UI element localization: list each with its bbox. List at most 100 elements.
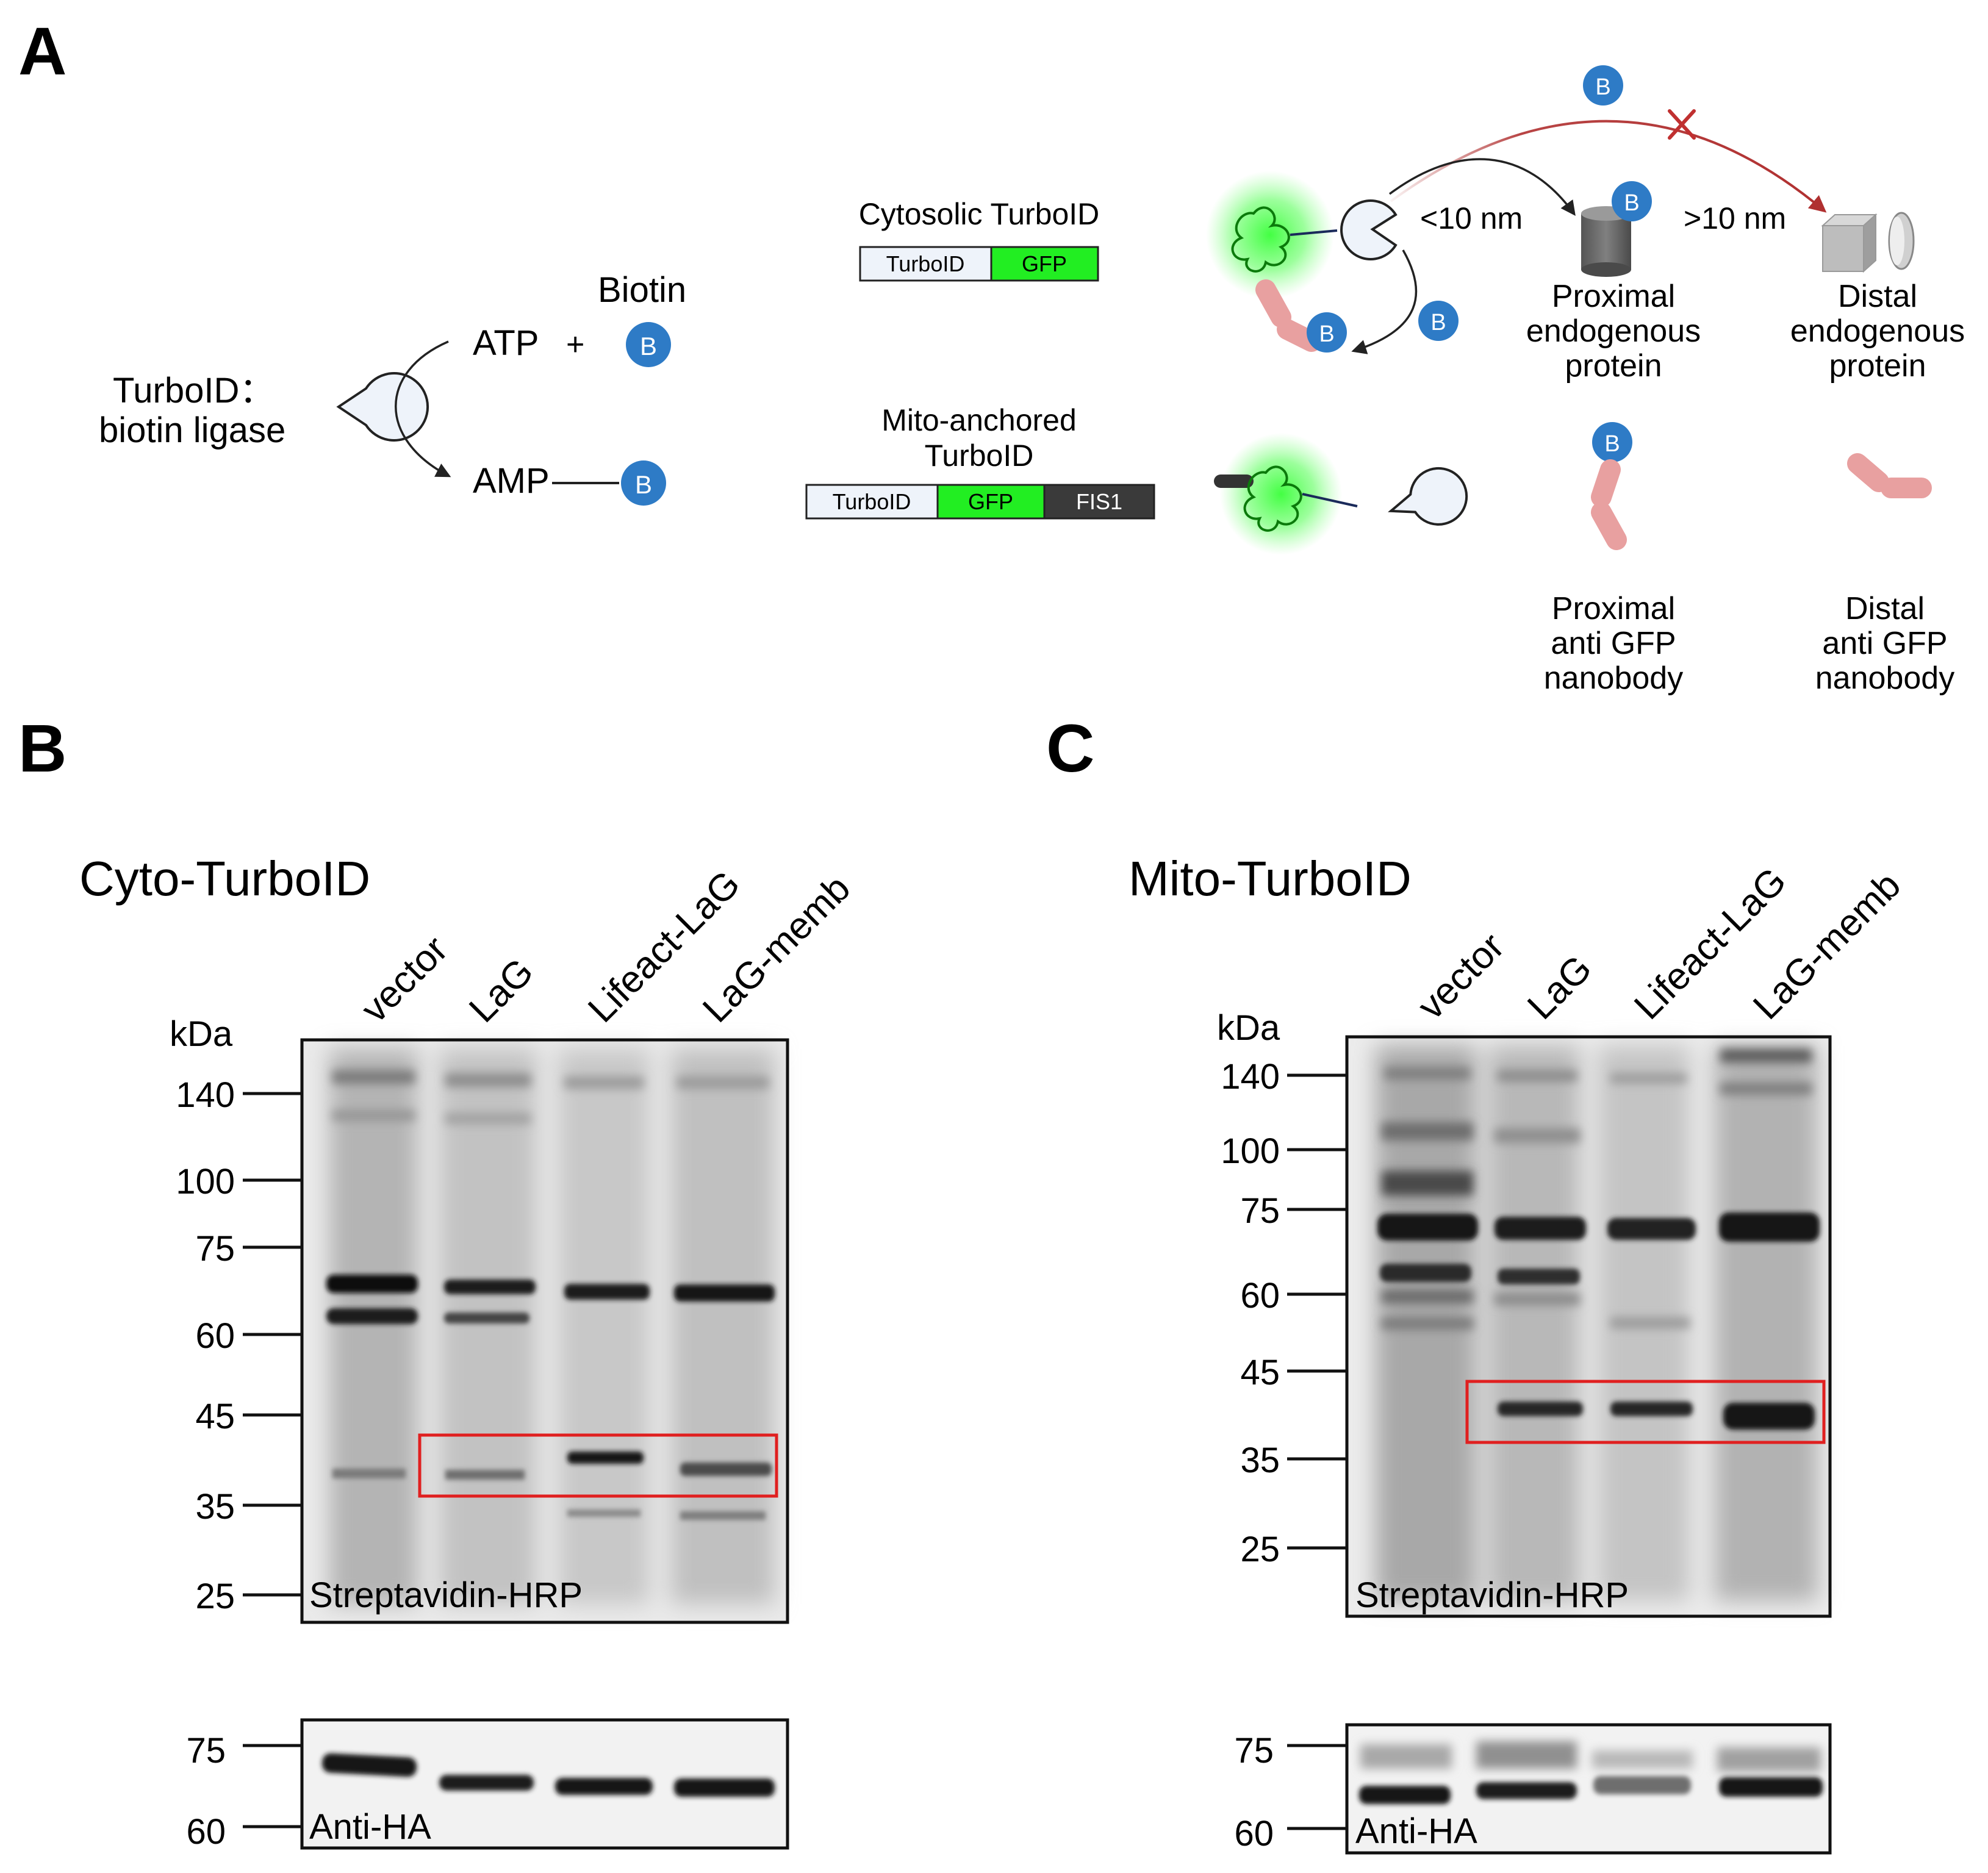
blot-band xyxy=(326,1275,418,1293)
blot-band xyxy=(1385,1067,1470,1080)
distal-protein-line1: Distal xyxy=(1838,279,1917,314)
blot-band xyxy=(1359,1786,1451,1804)
biotin-icon xyxy=(1612,181,1652,221)
lane-label-lag: LaG xyxy=(1520,947,1600,1028)
biotin-icon-letter: B xyxy=(640,332,657,360)
turboid-label-line2: biotin ligase xyxy=(99,410,285,450)
blot-band xyxy=(1476,1782,1577,1799)
highlight-box xyxy=(1465,1380,1826,1444)
marker-label: 35 xyxy=(1240,1441,1280,1480)
blot-band xyxy=(332,1070,415,1084)
panel-c-label: C xyxy=(1046,711,1094,786)
gfp-icon xyxy=(1243,465,1302,532)
blot-band xyxy=(445,1470,525,1480)
marker-label: 75 xyxy=(1240,1191,1280,1231)
construct-gfp-block xyxy=(990,246,1099,282)
lane-smear xyxy=(439,1049,537,1604)
blot-band xyxy=(326,1308,418,1324)
atp-label: ATP xyxy=(473,323,539,363)
blot-border xyxy=(1345,1723,1832,1855)
marker-label: 140 xyxy=(1221,1057,1280,1097)
blot-band xyxy=(445,1113,531,1124)
distal-protein-line2: endogenous xyxy=(1790,313,1965,349)
marker-label: 75 xyxy=(186,1731,226,1771)
blot-band xyxy=(1610,1317,1690,1328)
proximal-labeling-arrow xyxy=(1388,158,1576,216)
blot-band xyxy=(1717,1747,1821,1772)
blot-band xyxy=(680,1463,772,1476)
blot-band xyxy=(674,1284,775,1302)
lane-label-vector: vector xyxy=(1410,925,1512,1028)
blot-band xyxy=(564,1284,650,1300)
blot-band xyxy=(445,1073,531,1087)
marker-label: 60 xyxy=(1234,1814,1274,1853)
anti-ha-label: Anti-HA xyxy=(1355,1811,1477,1851)
blot-band xyxy=(1382,1171,1473,1195)
marker-label: 100 xyxy=(1221,1131,1280,1171)
lane-label-vector: vector xyxy=(353,928,456,1031)
distal-protein-line3: protein xyxy=(1829,348,1926,384)
blot-band xyxy=(1720,1049,1812,1062)
panel-b-title: Cyto-TurboID xyxy=(79,851,370,906)
blot-band xyxy=(1593,1776,1691,1794)
lane-smear xyxy=(558,1049,650,1604)
marker-label: 140 xyxy=(176,1075,235,1115)
linker xyxy=(1302,493,1358,507)
blot-band xyxy=(1382,1122,1473,1141)
marker-label: 35 xyxy=(195,1487,235,1527)
blot-band xyxy=(1495,1293,1580,1305)
blot-band xyxy=(1610,1073,1687,1083)
distal-nanobody-line1: Distal xyxy=(1845,591,1925,626)
biotin-icon xyxy=(621,460,666,506)
plus-sign: + xyxy=(566,327,584,362)
distal-nanobody-icon xyxy=(1847,453,1932,498)
blot-band xyxy=(1498,1402,1583,1416)
biotin-icon-letter: B xyxy=(1319,321,1334,347)
blot-band xyxy=(567,1452,644,1464)
anti-ha-label: Anti-HA xyxy=(309,1807,431,1847)
ligase-legend: TurboID： biotin ligase xyxy=(99,371,429,450)
linker xyxy=(1290,229,1338,236)
blot-band xyxy=(674,1778,775,1797)
streptavidin-blot: Streptavidin-HRP xyxy=(1345,1035,1832,1618)
blot-band xyxy=(1495,1128,1580,1143)
streptavidin-blot: Streptavidin-HRP xyxy=(300,1038,789,1624)
lane-smear xyxy=(671,1049,775,1604)
marker-label: 60 xyxy=(1240,1276,1280,1316)
biotin-icon xyxy=(1418,301,1459,341)
molecular-weight-markers: 140 100 75 60 45 35 25 xyxy=(1221,1057,1347,1569)
mito-construct: Mito-anchored TurboID TurboID GFP FIS1 xyxy=(805,403,1155,520)
blot-band xyxy=(1720,1083,1812,1095)
kda-label: kDa xyxy=(1217,1008,1280,1048)
construct-gfp-label: GFP xyxy=(968,489,1013,514)
blot-border xyxy=(300,1718,789,1850)
marker-label: 45 xyxy=(1240,1353,1280,1392)
highlight-box xyxy=(418,1433,778,1498)
biotin-icon-letter: B xyxy=(1595,74,1610,100)
proximal-protein-line3: protein xyxy=(1565,348,1662,384)
biotin-icon-letter: B xyxy=(1430,310,1446,335)
blot-band xyxy=(1610,1402,1693,1416)
proximal-protein-line2: endogenous xyxy=(1526,313,1701,349)
blot-band xyxy=(1360,1744,1452,1769)
streptavidin-label: Streptavidin-HRP xyxy=(1355,1575,1629,1615)
panel-a-label: A xyxy=(18,14,66,89)
biotin-icon xyxy=(1307,312,1347,353)
marker-label: 75 xyxy=(195,1229,235,1269)
gfp-glow xyxy=(1206,171,1334,299)
cytosolic-construct: Cytosolic TurboID TurboID GFP xyxy=(859,197,1099,282)
blot-band xyxy=(332,1469,406,1478)
panel-b: B Cyto-TurboID vector LaG Lifeact-LaG La… xyxy=(18,711,858,1852)
biotin-label: Biotin xyxy=(598,270,686,310)
nanobody-labeling-arrow xyxy=(1351,249,1418,354)
proximal-protein-icon xyxy=(1581,206,1631,277)
blot-band xyxy=(567,1510,641,1517)
pacman-ligase-icon xyxy=(1388,467,1468,526)
near-distance-label: <10 nm xyxy=(1420,201,1523,235)
blot-band xyxy=(439,1775,534,1791)
lane-label-lag: LaG xyxy=(461,950,542,1031)
distal-nanobody-line3: nanobody xyxy=(1815,661,1954,696)
anti-ha-blot: Anti-HA 75 60 xyxy=(186,1718,789,1852)
blot-band xyxy=(1607,1218,1696,1240)
lane-smear xyxy=(329,1049,418,1604)
